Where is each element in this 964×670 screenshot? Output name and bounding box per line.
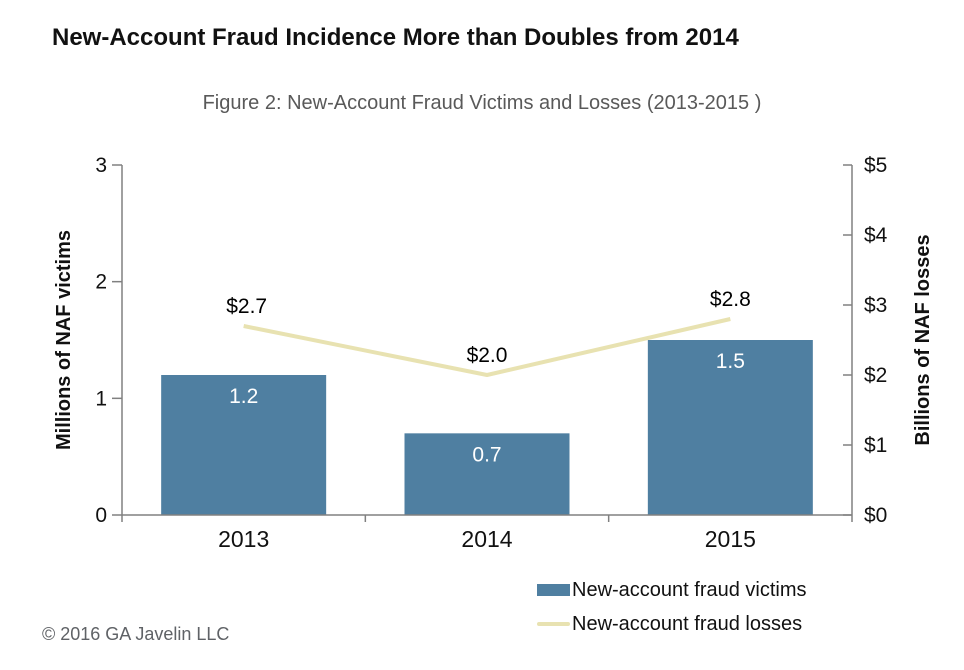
right-axis-tick-label: $0 bbox=[864, 504, 887, 527]
legend-item-victims: New-account fraud victims bbox=[537, 573, 807, 607]
left-axis-tick-label: 0 bbox=[95, 504, 107, 527]
right-axis-tick-label: $2 bbox=[864, 364, 887, 387]
legend: New-account fraud victims New-account fr… bbox=[537, 573, 807, 641]
losses-legend-swatch bbox=[537, 622, 570, 626]
bar-value-label-2013: 1.2 bbox=[229, 385, 258, 408]
line-value-label-2015: $2.8 bbox=[710, 288, 751, 311]
losses-legend-label: New-account fraud losses bbox=[572, 612, 803, 635]
page-title: New-Account Fraud Incidence More than Do… bbox=[52, 24, 739, 51]
left-axis-tick-label: 3 bbox=[95, 154, 107, 177]
figure-subtitle: Figure 2: New-Account Fraud Victims and … bbox=[202, 92, 762, 114]
bar-value-label-2014: 0.7 bbox=[472, 443, 501, 466]
right-axis-tick-label: $3 bbox=[864, 294, 887, 317]
copyright: © 2016 GA Javelin LLC bbox=[42, 624, 230, 644]
line-value-label-2013: $2.7 bbox=[226, 295, 267, 318]
left-axis-tick-label: 2 bbox=[95, 271, 107, 294]
left-axis-tick-label: 1 bbox=[95, 387, 107, 410]
victims-legend-label: New-account fraud victims bbox=[572, 578, 807, 601]
right-axis-tick-label: $4 bbox=[864, 224, 888, 247]
bar-2013 bbox=[161, 375, 327, 515]
line-value-label-2014: $2.0 bbox=[467, 344, 508, 367]
bar-2014 bbox=[404, 433, 570, 515]
x-axis-label-2014: 2014 bbox=[461, 526, 512, 552]
losses-line bbox=[243, 317, 731, 377]
x-axis-label-2013: 2013 bbox=[218, 526, 269, 552]
bar-2015 bbox=[647, 340, 813, 515]
right-axis-tick-label: $5 bbox=[864, 154, 887, 177]
x-axis-label-2015: 2015 bbox=[705, 526, 756, 552]
legend-item-losses: New-account fraud losses bbox=[537, 607, 807, 641]
victims-legend-swatch bbox=[537, 584, 570, 596]
right-axis-tick-label: $1 bbox=[864, 434, 887, 457]
bar-value-label-2015: 1.5 bbox=[716, 350, 745, 373]
